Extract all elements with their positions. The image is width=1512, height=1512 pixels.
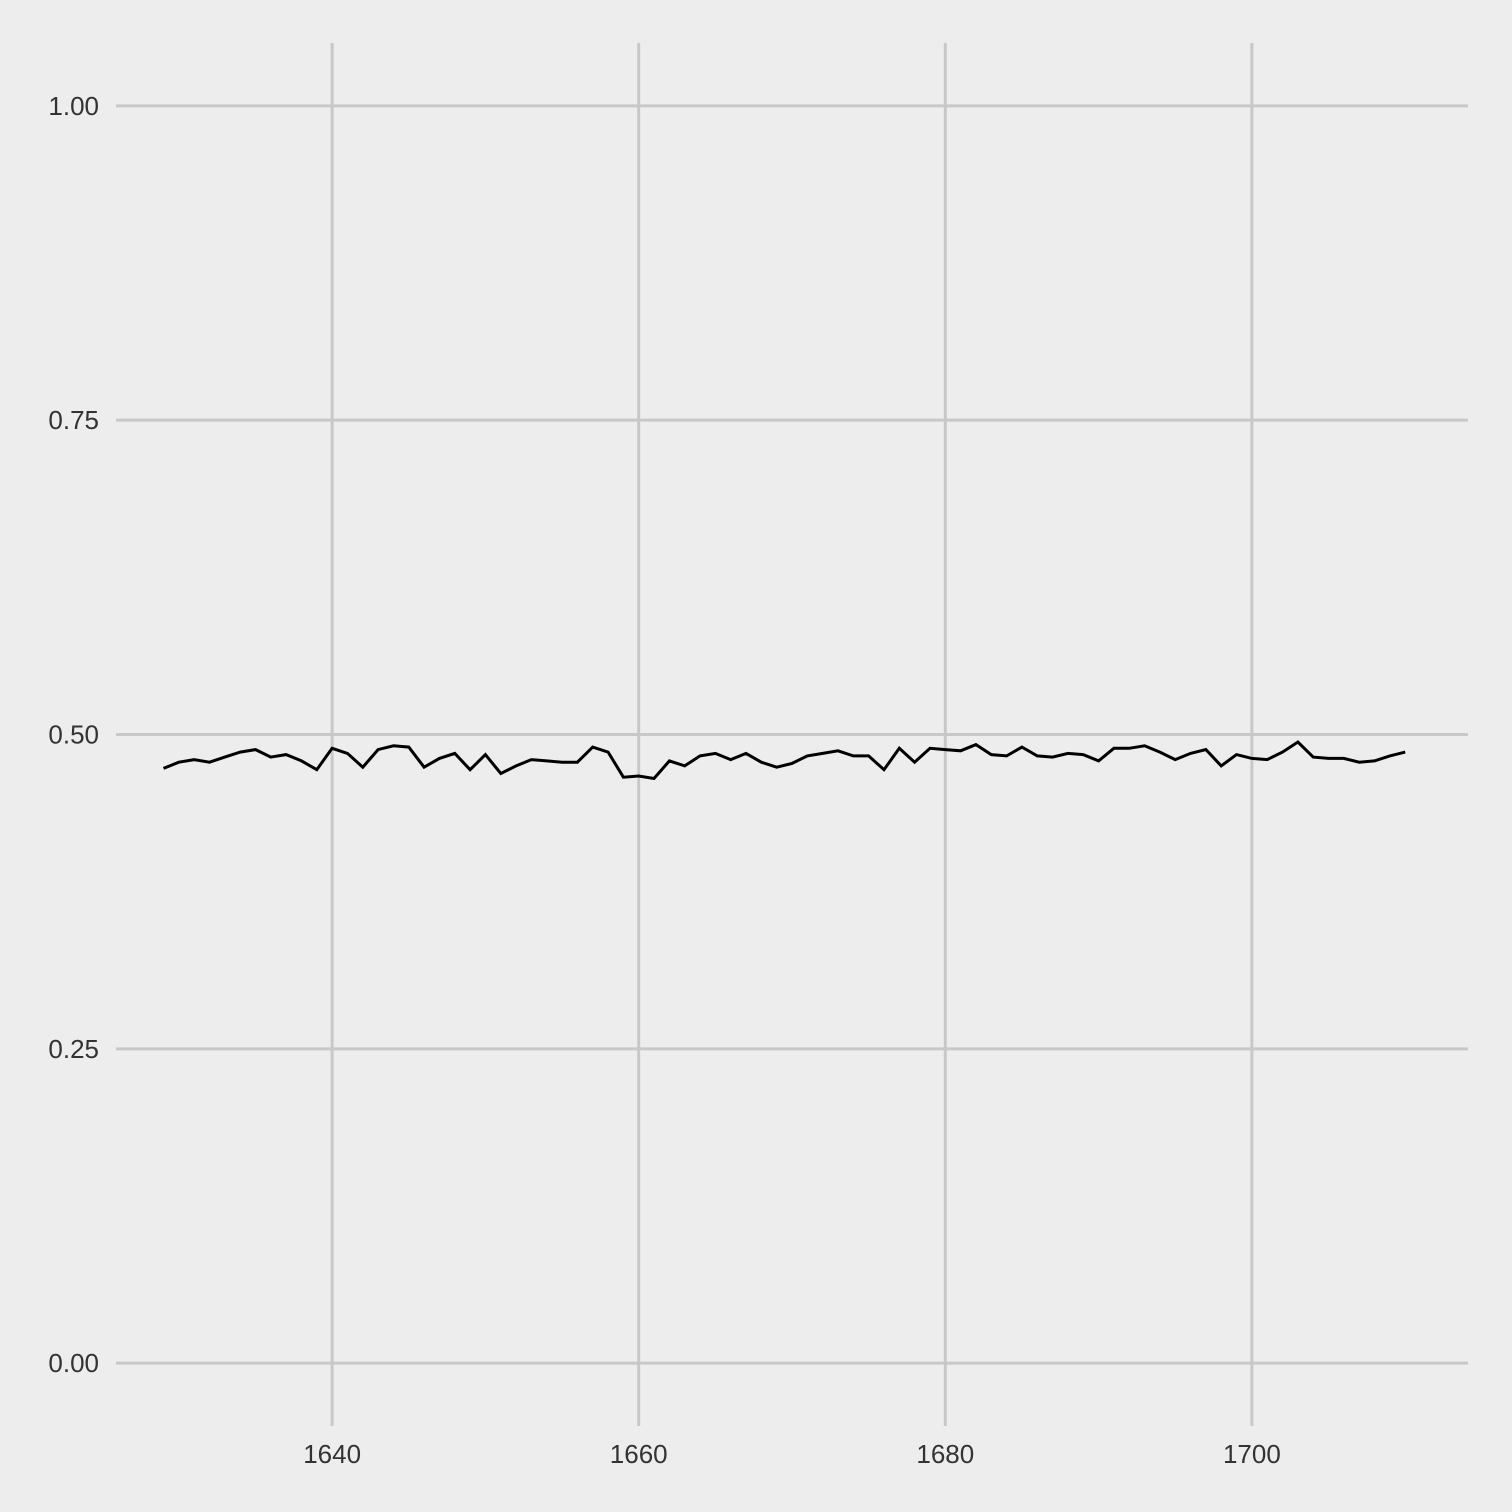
y-tick-label: 0.50 — [48, 720, 99, 750]
y-tick-label: 0.25 — [48, 1034, 99, 1064]
horizontal-gridlines — [116, 104, 1468, 1365]
y-tick-label: 0.00 — [48, 1348, 99, 1378]
y-tick-label: 1.00 — [48, 91, 99, 121]
x-tick-label: 1660 — [610, 1439, 668, 1469]
y-axis-tick-labels: 0.00 0.25 0.50 0.75 1.00 — [48, 91, 99, 1378]
x-tick-label: 1700 — [1223, 1439, 1281, 1469]
series-group — [162, 740, 1406, 781]
x-tick-label: 1640 — [303, 1439, 361, 1469]
x-axis-tick-labels: 1640 1660 1680 1700 — [303, 1439, 1281, 1469]
x-tick-label: 1680 — [916, 1439, 974, 1469]
y-tick-label: 0.75 — [48, 405, 99, 435]
series-line-1 — [162, 740, 1406, 781]
